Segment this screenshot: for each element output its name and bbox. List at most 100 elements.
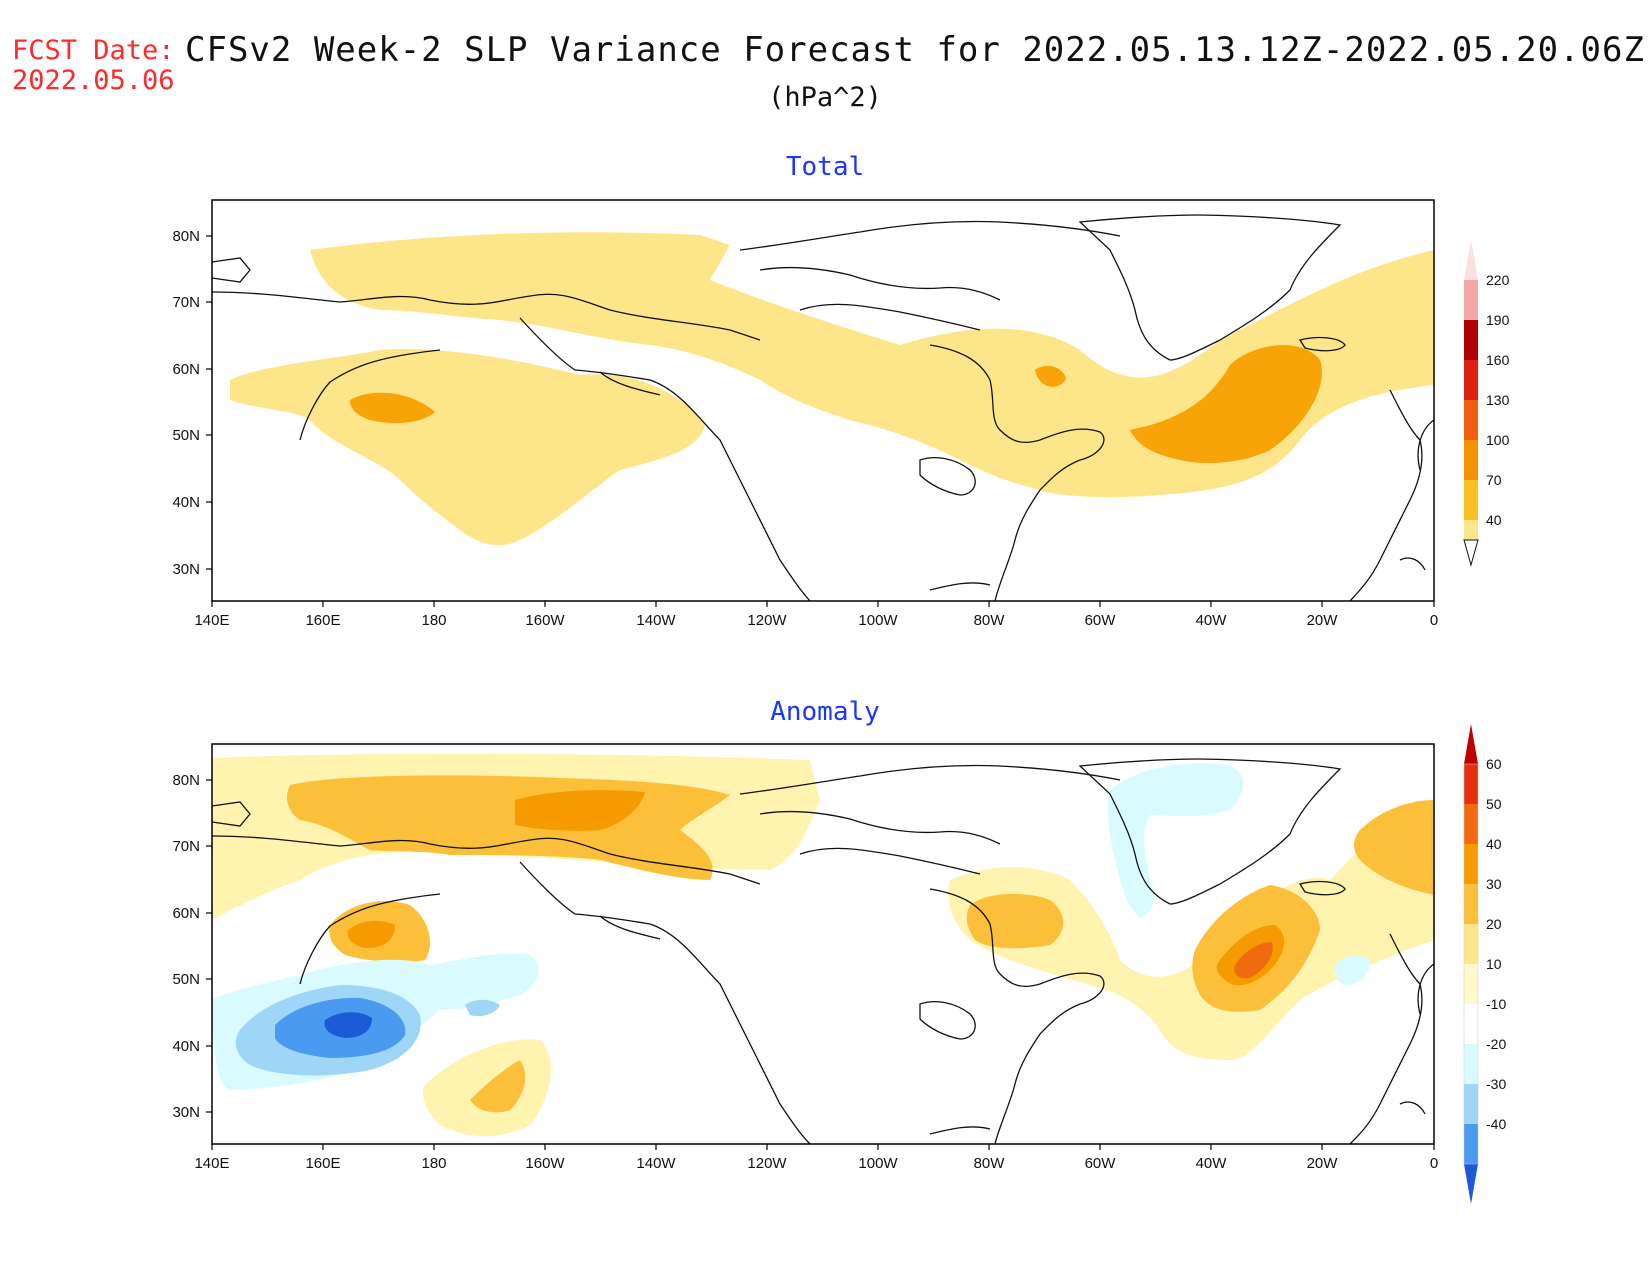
lat-label: 80N [172, 228, 200, 245]
main-title: CFSv2 Week-2 SLP Variance Forecast for 2… [185, 30, 1645, 70]
total-shade-70-100-pacific [350, 392, 435, 424]
colorbar-swatch [1464, 280, 1478, 320]
anomaly-shade-30-40-kamchatka [347, 920, 395, 948]
lon-label: 60W [1085, 612, 1117, 629]
lon-label: 80W [974, 1155, 1006, 1172]
colorbar-level-label: 100 [1486, 432, 1510, 448]
total-lon-labels: 140E 160E 180 160W 140W 120W 100W 80W 60… [194, 612, 1438, 629]
lon-label: 180 [421, 612, 446, 629]
total-lon-ticks [211, 601, 1435, 607]
colorbar-level-label: 130 [1486, 392, 1510, 408]
anomaly-shade-neg10-20-greenland [1107, 763, 1244, 918]
colorbar-level-label: -30 [1486, 1076, 1506, 1092]
lat-label: 50N [172, 427, 200, 444]
anomaly-lon-ticks [211, 1144, 1435, 1150]
anomaly-shade-neg20-30-spot [465, 999, 500, 1017]
lon-label: 40W [1196, 612, 1228, 629]
colorbar-level-label: 30 [1486, 876, 1502, 892]
colorbar-level-label: 190 [1486, 312, 1510, 328]
colorbar-swatch [1464, 964, 1478, 1004]
colorbar-level-label: -10 [1486, 996, 1506, 1012]
lon-label: 140E [194, 1155, 229, 1172]
anomaly-shade-20-30-east [1354, 800, 1434, 895]
colorbar-level-label: 220 [1486, 272, 1510, 288]
total-shade-70-100-labrador [1035, 365, 1066, 387]
colorbar-level-label: 20 [1486, 916, 1502, 932]
colorbar-swatch [1464, 924, 1478, 964]
total-colorbar: 40 70 100 130 160 190 220 [1463, 240, 1510, 567]
lat-label: 70N [172, 838, 200, 855]
anomaly-colorbar: 60 50 40 30 20 10 -10 -20 -30 -40 [1463, 724, 1506, 1204]
colorbar-swatch [1464, 480, 1478, 520]
anomaly-lat-ticks [206, 779, 212, 1113]
total-map-frame [211, 199, 1435, 602]
anomaly-shade-20-30-pacific [470, 1060, 526, 1113]
colorbar-swatch [1464, 804, 1478, 844]
colorbar-swatch [1464, 1124, 1478, 1164]
colorbar-head [1464, 724, 1478, 764]
total-lat-labels: 80N 70N 60N 50N 40N 30N [172, 228, 200, 578]
colorbar-swatch [1464, 1084, 1478, 1124]
colorbar-swatch [1464, 764, 1478, 804]
lat-label: 80N [172, 772, 200, 789]
anomaly-lon-labels: 140E 160E 180 160W 140W 120W 100W 80W 60… [194, 1155, 1438, 1172]
colorbar-level-label: -20 [1486, 1036, 1506, 1052]
lat-label: 30N [172, 1104, 200, 1121]
colorbar-level-label: 10 [1486, 956, 1502, 972]
anomaly-map-frame [211, 743, 1435, 1145]
colorbar-swatch [1464, 520, 1478, 540]
colorbar-swatch [1464, 1004, 1478, 1044]
lon-label: 100W [858, 1155, 898, 1172]
lon-label: 160W [525, 1155, 565, 1172]
colorbar-swatch [1464, 400, 1478, 440]
total-coastlines [212, 214, 1434, 601]
panel-title-anomaly: Anomaly [770, 697, 880, 727]
lon-label: 60W [1085, 1155, 1117, 1172]
lon-label: 100W [858, 612, 898, 629]
lon-label: 0 [1430, 612, 1438, 629]
colorbar-swatch [1464, 884, 1478, 924]
fcst-date-value: 2022.05.06 [12, 65, 175, 96]
lon-label: 160W [525, 612, 565, 629]
lat-label: 60N [172, 905, 200, 922]
colorbar-swatch [1464, 440, 1478, 480]
colorbar-swatch [1464, 320, 1478, 360]
colorbar-level-label: 160 [1486, 352, 1510, 368]
lat-label: 70N [172, 294, 200, 311]
forecast-date-block: FCST Date: 2022.05.06 [12, 36, 175, 96]
colorbar-tail [1463, 539, 1479, 567]
lon-label: 140E [194, 612, 229, 629]
lon-label: 40W [1196, 1155, 1228, 1172]
total-shade-40-70-pacific [230, 349, 705, 546]
anomaly-shade-neg10-20-east [1334, 955, 1370, 985]
total-shade-70-100-atlantic [1130, 345, 1322, 463]
lon-label: 140W [636, 1155, 676, 1172]
colorbar-tail [1464, 1164, 1478, 1204]
anomaly-shade-neg40-pacific [324, 1012, 372, 1038]
lon-label: 160E [305, 1155, 340, 1172]
lon-label: 20W [1307, 612, 1339, 629]
lon-label: 160E [305, 612, 340, 629]
colorbar-swatch [1464, 360, 1478, 400]
colorbar-level-label: -40 [1486, 1116, 1506, 1132]
lon-label: 120W [747, 612, 787, 629]
colorbar-swatch [1464, 844, 1478, 884]
lat-label: 30N [172, 561, 200, 578]
panel-title-total: Total [785, 152, 865, 182]
colorbar-head [1464, 240, 1478, 280]
colorbar-level-label: 70 [1486, 472, 1502, 488]
total-lat-ticks [206, 235, 212, 570]
anomaly-shade-40-50-atlantic [1234, 942, 1273, 979]
lon-label: 0 [1430, 1155, 1438, 1172]
anomaly-lat-labels: 80N 70N 60N 50N 40N 30N [172, 772, 200, 1121]
lat-label: 50N [172, 971, 200, 988]
lon-label: 20W [1307, 1155, 1339, 1172]
fcst-date-label: FCST Date: [12, 35, 175, 66]
lon-label: 80W [974, 612, 1006, 629]
lon-label: 140W [636, 612, 676, 629]
total-variance-map [230, 232, 1434, 546]
colorbar-outline [1463, 763, 1479, 1165]
colorbar-level-label: 40 [1486, 512, 1502, 528]
colorbar-swatch [1464, 1044, 1478, 1084]
